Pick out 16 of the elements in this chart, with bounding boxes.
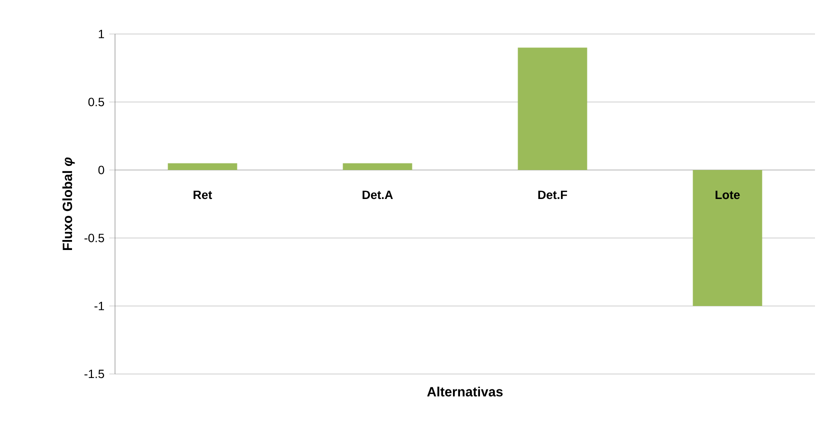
bar (692, 170, 762, 306)
bar (342, 163, 412, 170)
x-tick-label: Det.A (362, 190, 393, 200)
y-tick-label: -1 (94, 302, 104, 310)
y-tick-label: 0.5 (88, 98, 104, 106)
bar (518, 48, 588, 170)
x-tick-label: Ret (194, 190, 212, 200)
x-tick-label: Det.F (538, 190, 568, 200)
y-axis-title: Fluxo Global φ (62, 157, 75, 250)
y-tick-label: 0 (98, 166, 104, 174)
y-tick-label: 1 (98, 30, 104, 38)
x-tick-label: Lote (716, 190, 740, 200)
bar (168, 163, 238, 170)
y-tick-label: -1.5 (84, 370, 104, 378)
x-axis-title: Alternativas (427, 386, 503, 396)
y-tick-label: -0.5 (84, 234, 104, 242)
